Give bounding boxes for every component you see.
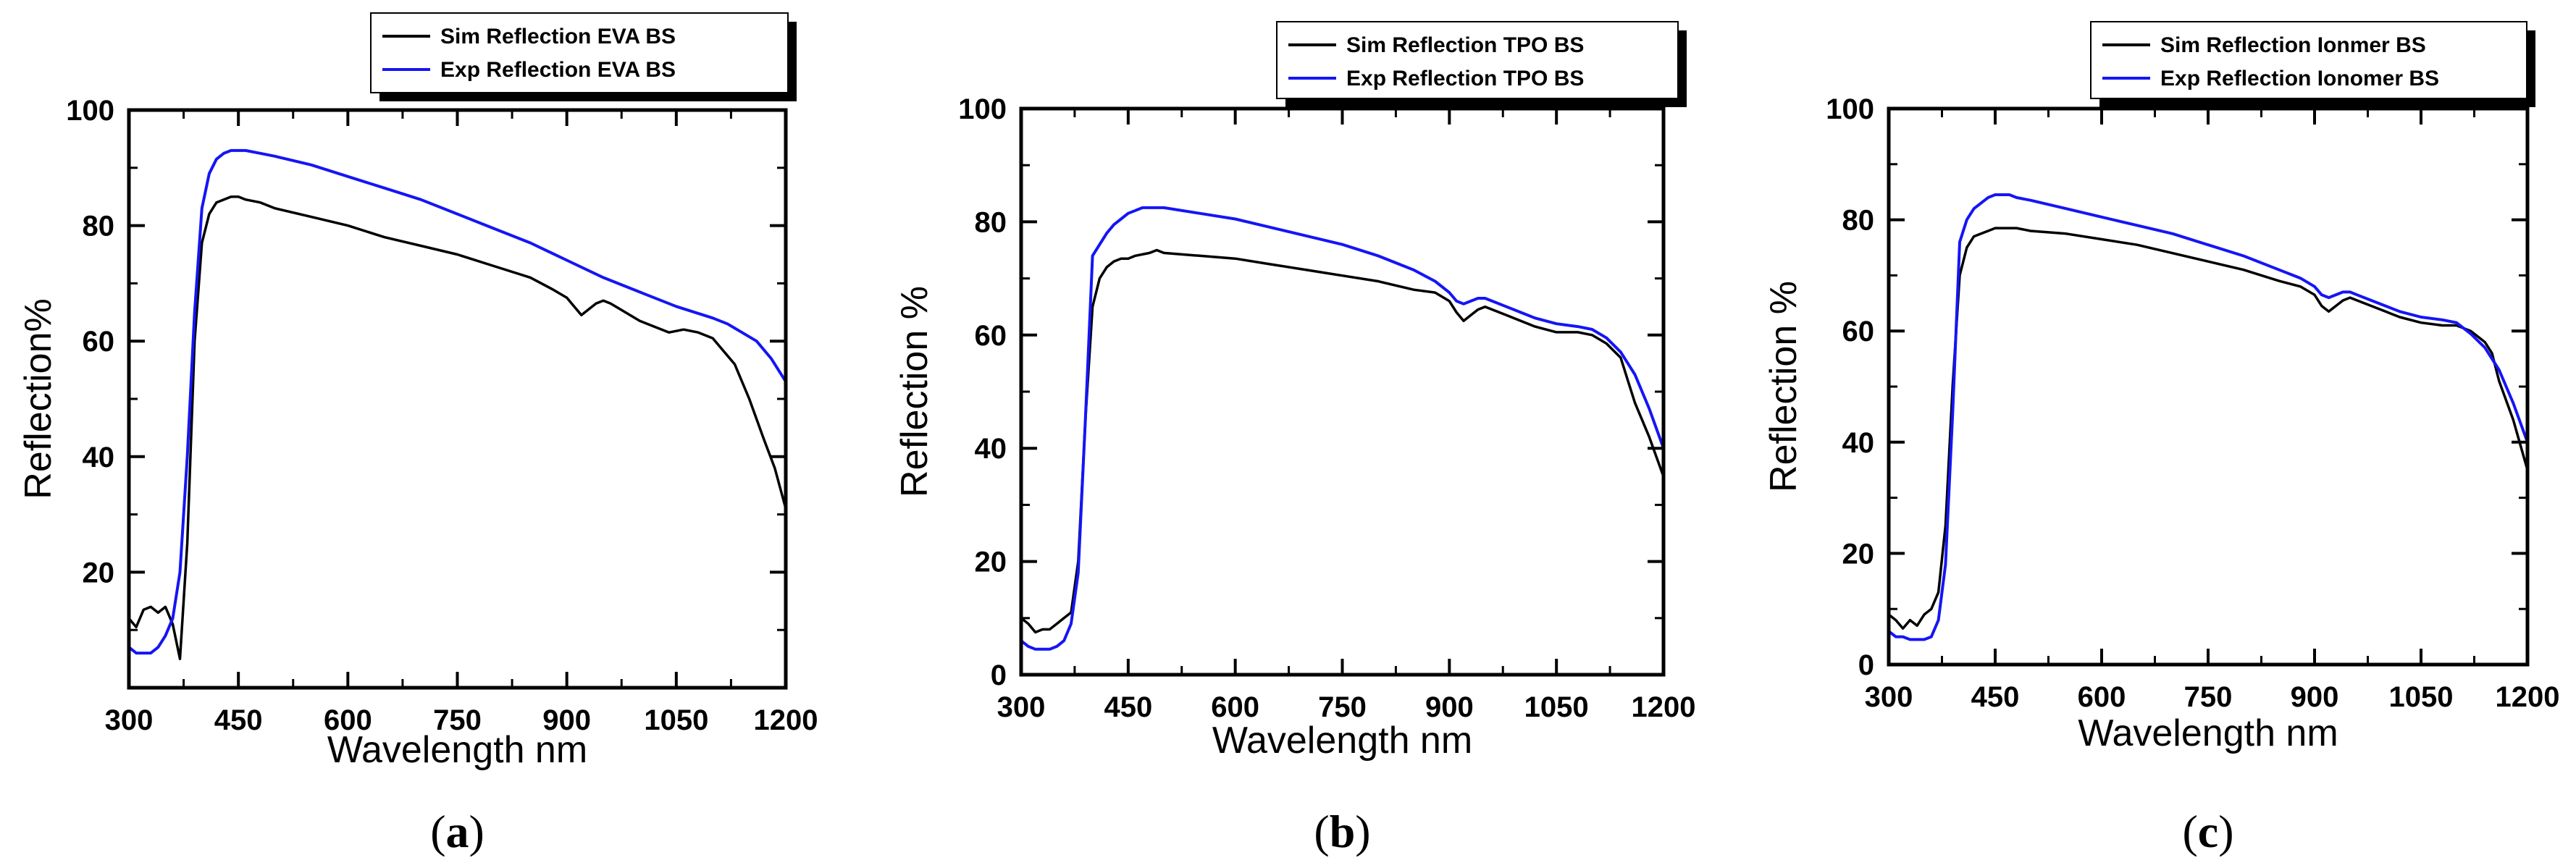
chart-panel-b: 300 450 600 750 900 1050 1200 0 20 40 60 80 100 Wavel…	[894, 21, 1696, 857]
x-tick-label: 900	[1425, 691, 1474, 723]
y-axis-title: Reflection %	[894, 286, 936, 497]
sim-series-line	[1021, 248, 1664, 634]
legend: Sim Reflection Ionmer BS Exp Reflection I…	[2090, 21, 2535, 107]
x-tick-label: 450	[214, 704, 263, 736]
exp-series-line	[1021, 206, 1664, 651]
y-tick-label: 40	[1842, 427, 1875, 459]
legend-box	[370, 12, 789, 93]
x-tick-label: 750	[433, 704, 482, 736]
y-tick-label: 20	[975, 547, 1007, 578]
x-tick-label: 600	[324, 704, 372, 736]
chart-panel-a: 300 450 600 750 900 1050 1200 20 40 60 80 100 Wavele…	[17, 12, 818, 857]
y-tick-label: 100	[1826, 93, 1874, 125]
y-axis-title: Reflection%	[17, 298, 59, 499]
legend-label: Exp Reflection EVA BS	[440, 58, 676, 82]
panel-label: (a)	[430, 806, 484, 857]
panel-label-letter: a	[446, 806, 469, 857]
y-tick-label: 20	[1842, 538, 1875, 570]
y-tick-label: 60	[1842, 316, 1875, 347]
legend-label: Exp Reflection TPO BS	[1346, 67, 1584, 90]
x-tick-label: 450	[1104, 691, 1152, 723]
x-axis-title: Wavelength nm	[327, 729, 587, 771]
legend-label: Exp Reflection Ionomer BS	[2160, 67, 2439, 90]
y-tick-label: 100	[958, 93, 1007, 125]
exp-series-line	[1889, 193, 2527, 641]
x-tick-label: 450	[1971, 681, 2020, 713]
panel-label-letter: c	[2198, 806, 2218, 857]
panel-label: (b)	[1314, 806, 1370, 857]
x-tick-label: 1200	[1632, 691, 1696, 723]
x-tick-label: 600	[2078, 681, 2126, 713]
x-axis-title: Wavelength nm	[1212, 720, 1472, 762]
y-tick-label: 0	[1858, 649, 1874, 681]
y-tick-label: 80	[83, 211, 115, 243]
y-tick-label: 80	[975, 206, 1007, 238]
y-tick-label: 0	[991, 660, 1007, 691]
x-tick-label: 1200	[754, 704, 818, 736]
y-tick-label: 20	[83, 557, 115, 589]
legend-box	[1276, 21, 1679, 99]
x-tick-label: 300	[105, 704, 154, 736]
x-tick-label: 300	[1865, 681, 1913, 713]
y-tick-label: 80	[1842, 205, 1875, 237]
panel-label-letter: b	[1330, 806, 1356, 857]
legend-label: Sim Reflection Ionmer BS	[2160, 33, 2426, 57]
legend: Sim Reflection EVA BS Exp Reflection EVA …	[370, 12, 797, 101]
legend: Sim Reflection TPO BS Exp Reflection TPO …	[1276, 21, 1687, 107]
plot-frame	[1887, 106, 2530, 667]
x-tick-label: 750	[2184, 681, 2233, 713]
panel-label: (c)	[2182, 806, 2233, 857]
plot-frame	[127, 108, 788, 690]
x-tick-label: 750	[1318, 691, 1367, 723]
legend-label: Sim Reflection EVA BS	[440, 25, 676, 49]
sim-series-line	[1889, 227, 2527, 630]
y-tick-label: 60	[975, 320, 1007, 352]
legend-label: Sim Reflection TPO BS	[1346, 33, 1584, 57]
y-tick-label: 40	[975, 433, 1007, 465]
chart-panel-c: 300 450 600 750 900 1050 1200 0 20 40 60 80 100 Wavel…	[1763, 21, 2560, 857]
x-tick-label: 600	[1211, 691, 1259, 723]
legend-box	[2090, 21, 2527, 99]
exp-series-line	[129, 148, 786, 655]
sim-series-line	[129, 195, 786, 660]
x-tick-label: 1050	[1524, 691, 1589, 723]
x-tick-label: 1200	[2496, 681, 2560, 713]
x-tick-label: 1050	[2389, 681, 2454, 713]
y-tick-label: 100	[66, 95, 114, 127]
y-axis-title: Reflection %	[1763, 281, 1805, 492]
y-tick-label: 40	[83, 442, 115, 473]
x-tick-label: 300	[997, 691, 1046, 723]
x-tick-label: 900	[2291, 681, 2339, 713]
x-tick-label: 900	[542, 704, 591, 736]
y-tick-label: 60	[83, 326, 115, 358]
x-axis-title: Wavelength nm	[2078, 712, 2338, 754]
x-tick-label: 1050	[644, 704, 708, 736]
plot-frame	[1019, 106, 1666, 677]
